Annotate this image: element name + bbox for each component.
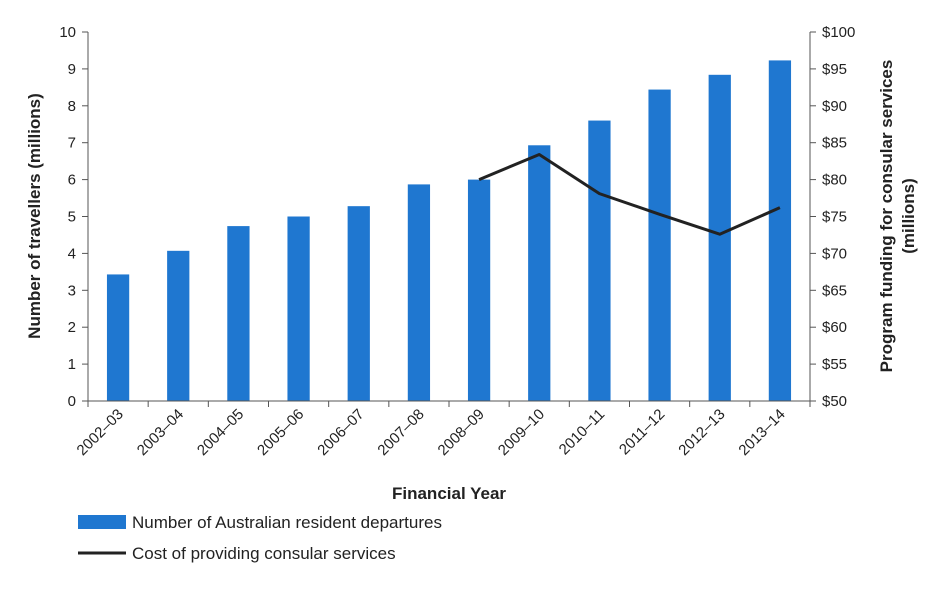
x-tick-label: 2011–12	[616, 406, 669, 459]
y-tick-label: 7	[68, 135, 76, 152]
bar-2007–08	[407, 184, 431, 401]
y2-tick-label: $50	[822, 393, 847, 410]
bar-2008–09	[467, 179, 491, 401]
y2-tick-label: $70	[822, 245, 847, 262]
bar-2003–04	[167, 250, 190, 401]
x-tick-label: 2005–06	[254, 406, 307, 459]
y-tick-label: 2	[68, 319, 76, 336]
line-consular-cost	[478, 153, 781, 236]
y-tick-label: 4	[68, 245, 76, 262]
bar-2011–12	[648, 89, 671, 402]
y-axis-title: Number of travellers (millions)	[25, 93, 44, 339]
plot-area	[106, 60, 792, 402]
bar-2006–07	[347, 206, 370, 401]
y-tick-label: 6	[68, 172, 76, 189]
bar-2009–10	[528, 145, 551, 401]
x-tick-label: 2007–08	[374, 406, 427, 459]
y-tick-label: 5	[68, 209, 76, 226]
y2-tick-label: $85	[822, 135, 847, 152]
y2-tick-label: $75	[822, 209, 847, 226]
legend-swatch-departures	[78, 515, 126, 529]
y2-tick-label: $65	[822, 282, 847, 299]
y2-tick-label: $100	[822, 24, 855, 41]
y2-tick-label: $80	[822, 172, 847, 189]
bar-2012–13	[708, 74, 731, 401]
y-tick-label: 1	[68, 356, 76, 373]
y2-tick-label: $60	[822, 319, 847, 336]
y-tick-label: 9	[68, 61, 76, 78]
legend: Number of Australian resident departures…	[78, 513, 442, 563]
bar-2002–03	[106, 274, 130, 401]
y-tick-label: 0	[68, 393, 76, 410]
legend-label-consular-cost: Cost of providing consular services	[132, 544, 396, 563]
x-tick-label: 2010–11	[556, 406, 609, 459]
y-tick-label: 8	[68, 98, 76, 115]
x-tick-label: 2008–09	[435, 406, 488, 459]
x-tick-label: 2012–13	[675, 406, 728, 459]
bar-2004–05	[227, 226, 250, 401]
y2-tick-label: $55	[822, 356, 847, 373]
bar-2010–11	[588, 120, 611, 401]
y2-tick-label: $95	[822, 61, 847, 78]
x-tick-label: 2004–05	[194, 406, 247, 459]
bar-2013–14	[768, 60, 792, 402]
y-tick-label: 3	[68, 282, 76, 299]
x-tick-label: 2006–07	[314, 406, 367, 459]
x-tick-label: 2009–10	[495, 406, 548, 459]
y2-axis-title-line2: (millions)	[899, 178, 918, 254]
x-tick-label: 2013–14	[735, 406, 788, 459]
y-tick-label: 10	[59, 24, 76, 41]
y2-tick-label: $90	[822, 98, 847, 115]
x-tick-label: 2002–03	[74, 406, 127, 459]
x-tick-label: 2003–04	[134, 406, 187, 459]
legend-label-departures: Number of Australian resident departures	[132, 513, 442, 532]
y2-axis-title-line1: Program funding for consular services	[877, 60, 896, 373]
bar-2005–06	[287, 216, 310, 401]
x-axis-title: Financial Year	[392, 484, 506, 503]
